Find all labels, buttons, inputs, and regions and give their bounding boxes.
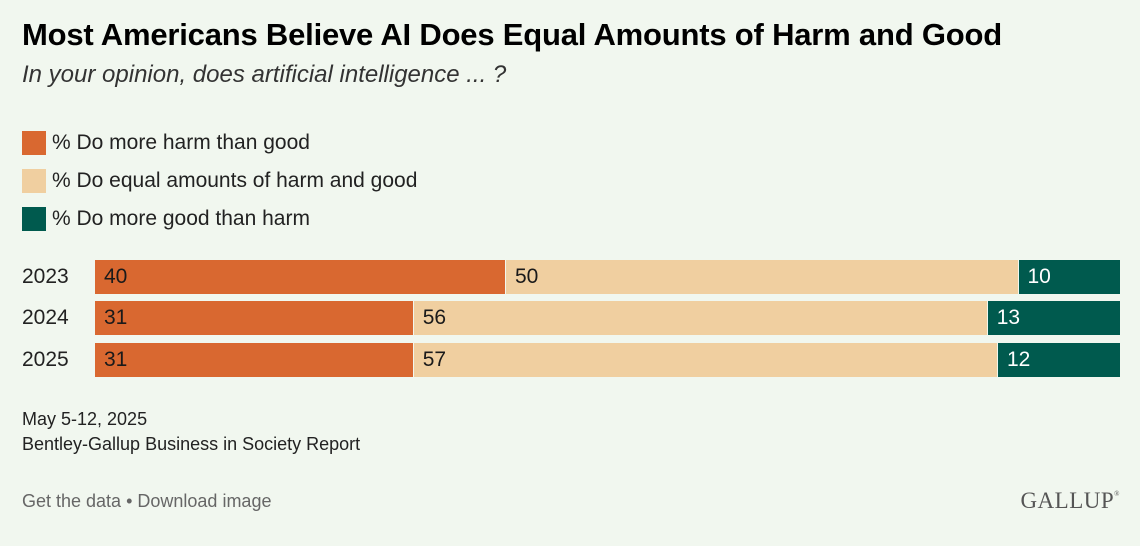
stacked-bar: 40 50 10 [95,260,1120,294]
legend: % Do more harm than good % Do equal amou… [22,124,417,238]
legend-item-harm: % Do more harm than good [22,124,417,162]
legend-label-good: % Do more good than harm [52,207,310,230]
bar-row-2024: 2024 31 56 13 [0,301,1140,335]
registered-mark: ® [1114,490,1120,498]
stacked-bar-chart: 2023 40 50 10 2024 31 56 13 2025 31 57 12 [0,255,1140,385]
gallup-logo-text: GALLUP [1020,488,1115,513]
bar-segment-harm: 31 [95,343,413,377]
data-label: 12 [1007,348,1031,371]
stacked-bar: 31 56 13 [95,301,1120,335]
legend-swatch-good [22,207,46,231]
data-label: 13 [996,306,1021,329]
data-label: 31 [104,348,128,371]
category-label: 2024 [22,306,69,329]
bar-row-2023: 2023 40 50 10 [0,260,1140,294]
category-label: 2025 [22,348,69,371]
bar-segment-good: 13 [986,301,1120,335]
legend-swatch-harm [22,131,46,155]
bar-segment-good: 10 [1017,260,1120,294]
stacked-bar: 31 57 12 [95,343,1120,377]
legend-label-equal: % Do equal amounts of harm and good [52,169,418,192]
bar-segment-harm: 31 [95,301,413,335]
data-label: 50 [515,265,539,288]
legend-item-good: % Do more good than harm [22,200,417,238]
chart-title: Most Americans Believe AI Does Equal Amo… [22,17,1002,52]
bar-segment-harm: 40 [95,260,505,294]
data-label: 31 [104,306,128,329]
bar-segment-good: 12 [997,343,1120,377]
link-separator: • [121,491,138,511]
bar-segment-equal: 50 [505,260,1018,294]
source-note: Bentley-Gallup Business in Society Repor… [22,434,361,454]
data-label: 10 [1027,265,1051,288]
legend-label-harm: % Do more harm than good [52,131,310,154]
bar-segment-equal: 56 [412,301,987,335]
footer-links: Get the data • Download image [22,491,271,512]
legend-swatch-equal [22,169,46,193]
data-label: 57 [422,348,447,371]
bar-row-2025: 2025 31 57 12 [0,343,1140,377]
legend-item-equal: % Do equal amounts of harm and good [22,162,417,200]
data-label: 40 [104,265,128,288]
survey-date: May 5-12, 2025 [22,409,148,429]
download-image-link[interactable]: Download image [137,491,272,511]
data-label: 56 [422,306,447,329]
category-label: 2023 [22,265,69,288]
chart-subtitle: In your opinion, does artificial intelli… [22,61,507,88]
get-data-link[interactable]: Get the data [22,491,122,511]
bar-segment-equal: 57 [412,343,997,377]
gallup-logo: GALLUP® [1020,488,1120,514]
